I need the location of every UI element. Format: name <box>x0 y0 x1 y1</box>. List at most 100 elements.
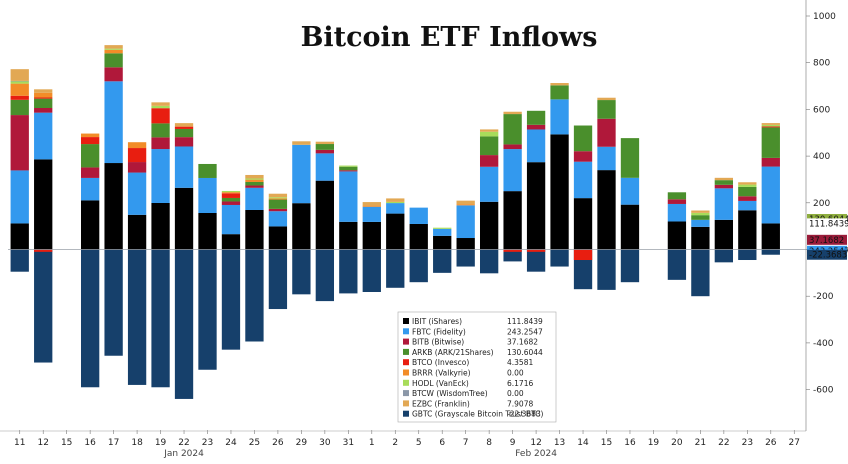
legend-swatch <box>403 390 409 397</box>
bar-segment <box>691 219 710 227</box>
bar-segment <box>714 180 734 185</box>
x-tick-label: 16 <box>624 438 636 448</box>
bar-segment <box>151 137 170 150</box>
bar-segment <box>292 141 311 145</box>
bar-segment <box>127 249 147 385</box>
bar-segment <box>503 249 522 252</box>
bar-segment <box>315 141 335 145</box>
bar-segment <box>80 144 100 168</box>
bar-segment <box>174 137 194 147</box>
bar-segment <box>503 114 522 145</box>
bar-segment <box>104 49 123 54</box>
month-label: Jan 2024 <box>163 449 204 459</box>
bar-segment <box>34 97 53 99</box>
axis-layer: 11 12 15 16 17 18 19 22 23 24 25 26 29 30 31 1 2 5 6 7 8 9 12 1… <box>0 0 836 459</box>
bar-segment <box>573 198 593 250</box>
bar-segment <box>34 159 53 250</box>
bar-segment <box>10 249 29 272</box>
bar-segment <box>667 249 687 280</box>
value-tag <box>807 218 847 229</box>
bars-layer <box>10 45 780 399</box>
bar-segment <box>151 123 170 138</box>
bar-segment <box>151 149 170 203</box>
x-tick-label: 14 <box>577 438 589 448</box>
bar-segment <box>362 202 381 206</box>
bar-segment <box>34 112 53 160</box>
bar-segment <box>127 162 147 173</box>
x-tick-label: 16 <box>84 438 96 448</box>
legend-label: BTCW (WisdomTree) <box>412 389 488 398</box>
legend-label: FBTC (Fidelity) <box>412 327 466 336</box>
bar-segment <box>620 249 640 283</box>
bar-segment <box>479 166 499 202</box>
bar-segment <box>456 249 475 267</box>
bar-segment <box>433 227 452 229</box>
bar-segment <box>597 170 616 250</box>
bar-segment <box>667 192 687 200</box>
bar-segment <box>151 202 170 250</box>
x-tick-label: 26 <box>272 438 284 448</box>
legend-swatch <box>403 369 409 376</box>
bar-segment <box>550 99 569 135</box>
bar-segment <box>80 133 100 138</box>
legend-value: 0.00 <box>507 389 524 398</box>
bar-segment <box>526 110 546 125</box>
bar-segment <box>526 162 546 250</box>
bar-segment <box>409 223 428 250</box>
value-tag-label: 37.1682 <box>809 236 844 246</box>
bar-segment <box>127 142 147 149</box>
bar-segment <box>386 201 405 204</box>
legend-label: ARKB (ARK/21Shares) <box>412 348 494 357</box>
bar-segment <box>339 221 358 250</box>
bar-segment <box>456 205 475 239</box>
x-tick-label: 17 <box>108 438 119 448</box>
bar-segment <box>456 204 475 206</box>
legend-label: BRRR (Valkyrie) <box>412 369 471 378</box>
bar-segment <box>268 193 288 198</box>
bar-segment <box>479 131 499 137</box>
bar-segment <box>620 138 640 178</box>
x-tick-label: 30 <box>319 438 331 448</box>
y-tick-label: 400 <box>813 152 830 162</box>
bar-segment <box>597 118 616 147</box>
legend-swatch <box>403 359 409 366</box>
bar-segment <box>221 192 241 194</box>
bar-segment <box>221 201 241 205</box>
bar-segment <box>738 249 757 261</box>
bar-segment <box>80 137 100 145</box>
y-tick-label: -600 <box>813 386 834 396</box>
bar-segment <box>550 85 569 100</box>
last-value-tags: 130.604437.1682243.2547111.8439-22.3683 <box>807 214 848 261</box>
bar-segment <box>667 203 687 222</box>
y-tick-label: 200 <box>813 199 830 209</box>
bar-segment <box>292 144 311 204</box>
bar-segment <box>198 249 217 370</box>
x-tick-label: 15 <box>61 438 72 448</box>
legend-swatch <box>403 328 409 335</box>
bar-segment <box>738 200 757 211</box>
bar-segment <box>151 249 170 388</box>
bar-segment <box>362 206 381 222</box>
legend-value: 6.1716 <box>507 379 533 388</box>
bar-segment <box>386 198 405 202</box>
bar-segment <box>714 219 734 250</box>
bar-segment <box>433 235 452 250</box>
legend-label: IBIT (iShares) <box>412 317 462 326</box>
chart-title: Bitcoin ETF Inflows <box>301 22 598 53</box>
bar-segment <box>292 203 311 250</box>
bar-segment <box>362 249 381 292</box>
bar-segment <box>339 170 358 172</box>
value-tag-label: -22.3683 <box>809 251 847 261</box>
bar-segment <box>315 180 335 250</box>
x-tick-label: 7 <box>463 438 469 448</box>
bar-segment <box>104 48 123 50</box>
bar-segment <box>34 92 53 98</box>
bar-segment <box>104 249 123 356</box>
bar-segment <box>691 249 710 297</box>
bar-segment <box>738 184 757 187</box>
bar-segment <box>245 179 264 182</box>
bar-segment <box>667 199 687 204</box>
bar-segment <box>10 69 29 81</box>
bar-segment <box>198 163 217 178</box>
bar-segment <box>104 53 123 68</box>
